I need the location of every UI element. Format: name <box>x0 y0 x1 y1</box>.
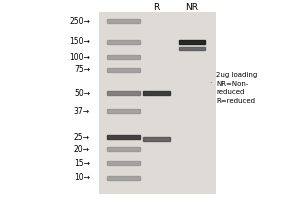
Text: 10→: 10→ <box>74 173 90 182</box>
Bar <box>106 135 140 139</box>
Bar <box>179 46 205 49</box>
Text: 25→: 25→ <box>74 132 90 142</box>
Bar <box>106 68 140 72</box>
Text: 150→: 150→ <box>69 38 90 46</box>
Bar <box>106 91 140 95</box>
Bar <box>142 91 170 95</box>
Text: R: R <box>153 3 159 12</box>
Text: 75→: 75→ <box>74 66 90 74</box>
Bar <box>106 40 140 44</box>
Bar <box>142 137 170 141</box>
Text: 100→: 100→ <box>69 52 90 62</box>
Bar <box>106 55 140 59</box>
Text: 50→: 50→ <box>74 88 90 98</box>
Text: ·: · <box>209 80 211 88</box>
Text: NR: NR <box>185 3 199 12</box>
Bar <box>106 161 140 165</box>
Text: 250→: 250→ <box>69 17 90 25</box>
Bar <box>106 176 140 180</box>
Text: 15→: 15→ <box>74 158 90 168</box>
Text: 2ug loading
NR=Non-
reduced
R=reduced: 2ug loading NR=Non- reduced R=reduced <box>216 72 257 104</box>
Bar <box>106 147 140 151</box>
Bar <box>179 40 205 44</box>
Bar <box>106 109 140 113</box>
Bar <box>99 12 216 194</box>
Bar <box>106 19 140 23</box>
Text: 37→: 37→ <box>74 106 90 116</box>
Text: 20→: 20→ <box>74 144 90 154</box>
